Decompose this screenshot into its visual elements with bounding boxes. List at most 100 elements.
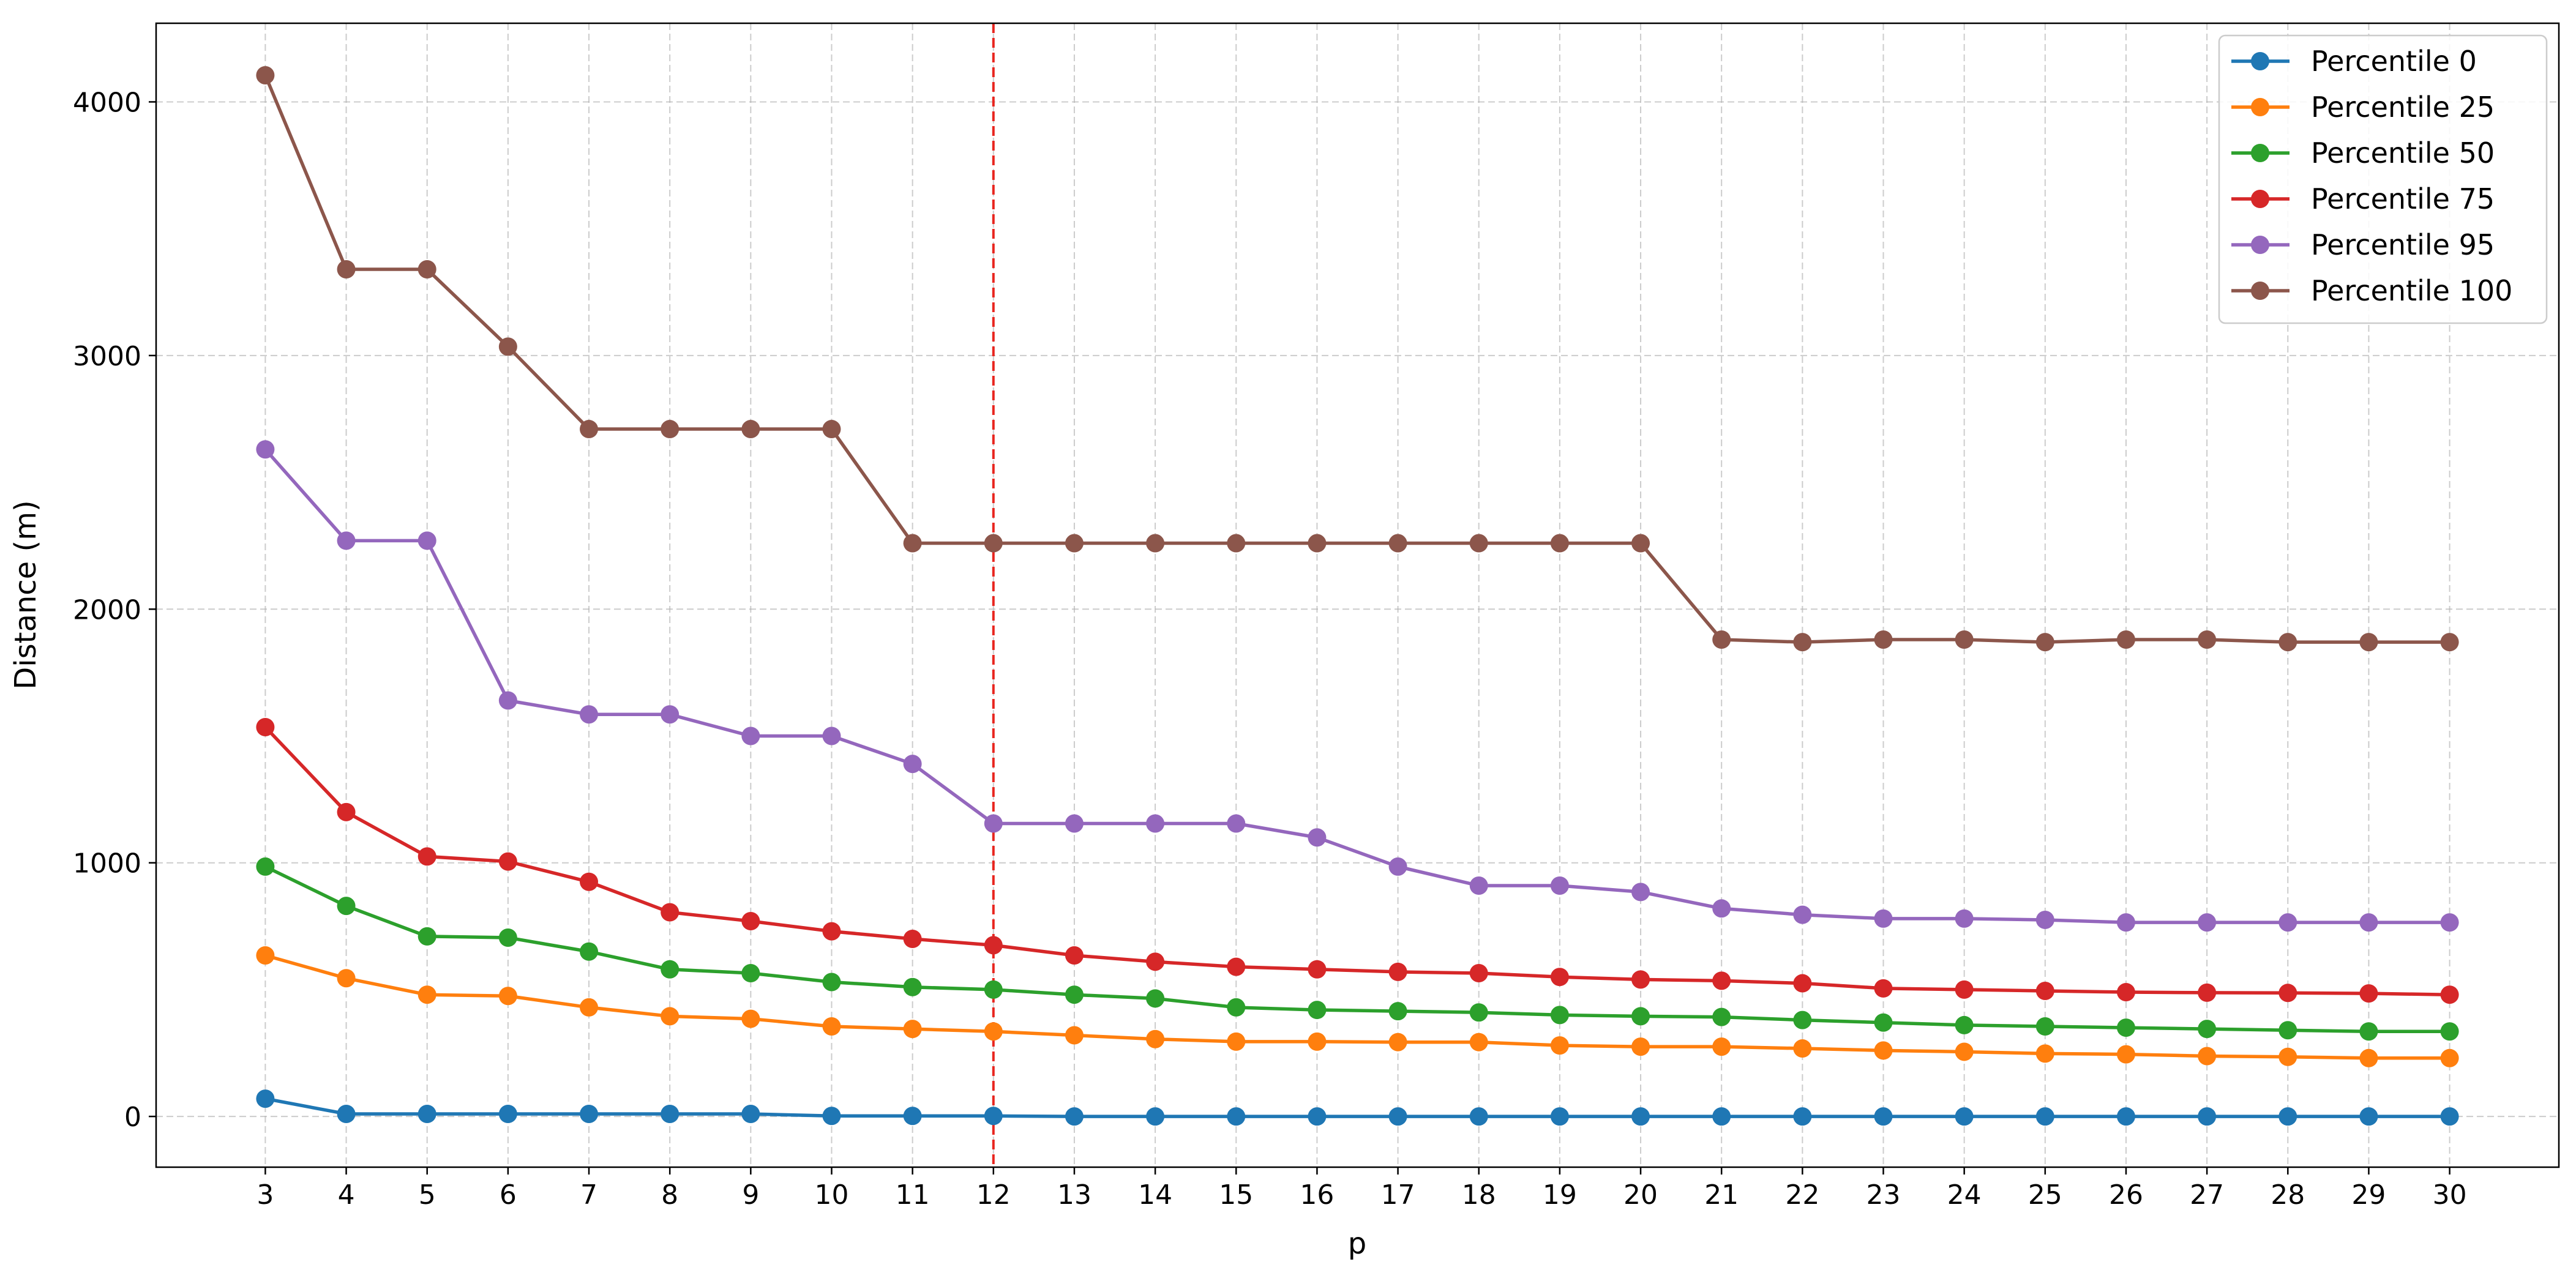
series-group: [256, 65, 2459, 1126]
y-tick-label: 1000: [73, 848, 141, 880]
data-point: [2440, 1022, 2459, 1041]
x-tick-label: 19: [1543, 1179, 1577, 1211]
data-point: [1146, 989, 1165, 1008]
x-tick-label: 7: [580, 1179, 597, 1211]
data-point: [1227, 998, 1246, 1017]
data-point: [1308, 534, 1327, 553]
data-point: [741, 963, 760, 982]
data-point: [2359, 633, 2378, 652]
data-point: [822, 1107, 841, 1126]
data-point: [1793, 1107, 1812, 1126]
series-0: [256, 1089, 2459, 1126]
legend-marker: [2251, 98, 2269, 116]
data-point: [2359, 984, 2378, 1003]
x-tick-label: 13: [1057, 1179, 1091, 1211]
data-point: [2440, 1107, 2459, 1126]
data-point: [1146, 952, 1165, 971]
x-tick-label: 29: [2351, 1179, 2386, 1211]
data-point: [2278, 633, 2297, 652]
data-point: [903, 977, 922, 996]
data-point: [580, 872, 599, 891]
data-point: [1955, 909, 1974, 928]
data-point: [580, 998, 599, 1017]
data-point: [256, 1089, 275, 1108]
data-point: [741, 912, 760, 931]
legend-marker: [2251, 144, 2269, 162]
data-point: [417, 531, 436, 550]
data-point: [417, 927, 436, 946]
data-point: [1712, 1107, 1731, 1126]
data-point: [1793, 1039, 1812, 1058]
x-tick-label: 4: [338, 1179, 355, 1211]
data-point: [2116, 913, 2135, 932]
data-point: [337, 897, 356, 916]
data-point: [1065, 534, 1084, 553]
data-point: [1065, 814, 1084, 833]
plot-frame: [155, 22, 2560, 1168]
data-point: [256, 440, 275, 459]
data-point: [822, 1017, 841, 1036]
data-point: [1955, 1042, 1974, 1061]
y-tick-label: 4000: [73, 87, 141, 118]
data-point: [2278, 984, 2297, 1003]
data-point: [417, 985, 436, 1004]
data-point: [1227, 957, 1246, 976]
data-point: [2035, 1017, 2054, 1036]
data-point: [984, 936, 1003, 955]
data-point: [1712, 1007, 1731, 1026]
data-point: [1388, 857, 1407, 876]
legend-box: [2218, 34, 2548, 324]
data-point: [337, 260, 356, 278]
data-point: [2278, 1047, 2297, 1066]
x-tick-label: 11: [896, 1179, 930, 1211]
data-point: [984, 534, 1003, 553]
series-line: [264, 1097, 2450, 1118]
data-point: [1712, 899, 1731, 918]
data-point: [580, 420, 599, 439]
data-point: [822, 922, 841, 941]
y-tick-label: 3000: [73, 341, 141, 372]
data-point: [1793, 905, 1812, 924]
series-line: [264, 448, 2450, 924]
data-point: [498, 928, 517, 947]
data-point: [337, 1104, 356, 1123]
x-tick-label: 15: [1219, 1179, 1253, 1211]
data-point: [1631, 534, 1650, 553]
data-point: [1146, 534, 1165, 553]
data-point: [1308, 828, 1327, 847]
data-point: [984, 1107, 1003, 1126]
x-tick-label: 22: [1785, 1179, 1819, 1211]
data-point: [1388, 1002, 1407, 1021]
data-point: [1874, 1041, 1893, 1060]
x-tick-label: 9: [742, 1179, 759, 1211]
data-point: [2198, 1107, 2217, 1126]
data-point: [1065, 1026, 1084, 1045]
data-point: [2440, 985, 2459, 1004]
data-point: [2198, 630, 2217, 649]
legend-label: Percentile 50: [2311, 136, 2495, 170]
x-tick-label: 8: [661, 1179, 678, 1211]
data-point: [1227, 1107, 1246, 1126]
data-point: [1550, 968, 1569, 987]
data-point: [741, 1104, 760, 1123]
data-point: [498, 337, 517, 356]
data-point: [1388, 962, 1407, 981]
data-point: [1631, 970, 1650, 989]
data-point: [580, 1104, 599, 1123]
data-point: [2198, 983, 2217, 1002]
data-point: [1955, 980, 1974, 999]
data-point: [1550, 534, 1569, 553]
legend-marker: [2251, 236, 2269, 254]
x-tick-label: 25: [2028, 1179, 2062, 1211]
data-point: [984, 814, 1003, 833]
data-point: [1065, 1107, 1084, 1126]
data-point: [1874, 1013, 1893, 1032]
data-point: [2440, 913, 2459, 932]
data-point: [1874, 1107, 1893, 1126]
data-point: [2359, 1048, 2378, 1067]
legend-label: Percentile 25: [2311, 91, 2495, 124]
data-point: [2035, 1044, 2054, 1063]
x-tick-label: 21: [1704, 1179, 1739, 1211]
data-point: [1631, 1107, 1650, 1126]
